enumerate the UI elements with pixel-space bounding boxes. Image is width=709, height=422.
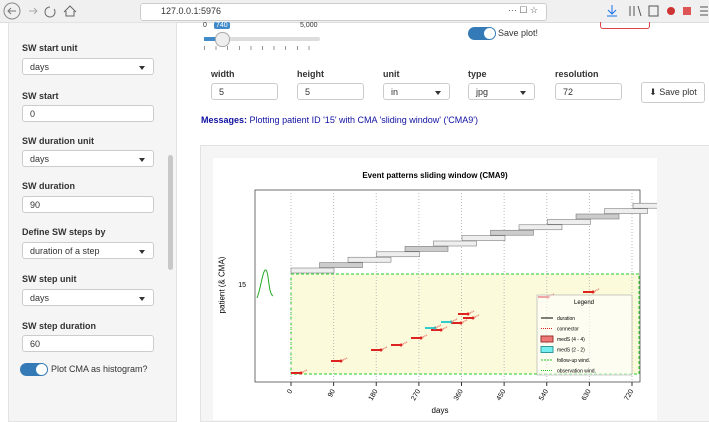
input[interactable]: 60 [22,335,154,352]
slider-ticks [204,46,320,50]
window-bar [319,262,363,268]
select[interactable]: jpg [468,83,535,100]
messages: Messages: Plotting patient ID '15' with … [201,115,478,125]
cma-curve [256,269,274,299]
forward[interactable] [29,7,38,15]
slider-min: 0 [203,22,207,29]
button-label: Save plot [659,87,697,97]
x-tick-label: 270 [410,388,422,402]
field-label: SW start unit [22,43,78,53]
select[interactable]: days [22,58,154,75]
input[interactable]: 0 [22,105,154,122]
toggle-label: Save plot! [498,28,539,38]
plot: Event patterns sliding window (CMA9) pat… [213,158,657,420]
toggle[interactable] [20,363,48,376]
save-button[interactable]: ⬇ Save plot [641,82,705,103]
reload[interactable] [44,6,56,18]
x-tick-label: 720 [623,388,635,402]
slider-handle[interactable] [215,32,230,47]
window-bar [461,235,506,241]
x-tick-label: 90 [327,388,337,398]
legend-swatch [540,346,554,353]
window-bar [404,246,449,252]
field-label: SW step duration [22,321,96,331]
checkbox-label: Plot CMA as histogram? [51,364,148,374]
select[interactable]: days [22,150,154,167]
back[interactable] [3,2,21,20]
x-tick-label: 360 [453,388,465,402]
slider-max: 5,000 [300,22,318,29]
x-tick-label: 0 [286,388,294,395]
x-tick-label: 630 [581,388,593,402]
x-tick-label: 540 [538,388,550,402]
home[interactable] [63,5,77,17]
field-label: width [211,69,235,79]
field-label: Define SW steps by [22,227,106,237]
legend-box [536,294,633,376]
x-tick-label: 180 [368,388,380,402]
messages-text: Plotting patient ID '15' with CMA 'slidi… [249,115,478,125]
field-label: unit [383,69,400,79]
window-bar [490,229,534,236]
window-bar [632,202,657,209]
window-bar [347,256,392,263]
legend-label: medS (2 - 2) [557,348,585,354]
slider-track [204,37,320,41]
field-label: SW step unit [22,274,77,284]
window-bar [604,208,648,214]
legend-label: connector [557,327,579,333]
legend-label: observation wind. [557,369,596,375]
field-label: height [297,69,324,79]
input[interactable]: 5 [211,83,278,100]
field-label: type [468,69,487,79]
slider-value: 740 [214,22,230,29]
legend-label: follow-up wind. [557,358,590,364]
select[interactable]: in [383,83,450,100]
messages-label: Messages: [201,115,248,125]
toggle[interactable] [468,27,496,40]
sidebar [8,22,177,422]
window-bar [575,213,620,220]
input[interactable]: 72 [555,83,622,100]
legend-title: Legend [574,300,594,306]
legend-label: duration [557,316,575,322]
field-label: SW duration unit [22,136,94,146]
window-bar [376,251,420,258]
legend-swatch [540,335,554,343]
nav-icons [3,2,77,20]
plot-title: Event patterns sliding window (CMA9) [362,171,508,180]
window-bar [518,224,563,231]
window-bar [547,219,591,225]
input[interactable]: 90 [22,196,154,213]
field-label: SW start [22,91,59,101]
select[interactable]: duration of a step [22,242,154,259]
plot-frame [254,189,641,383]
x-tick-label: 450 [496,388,508,402]
window-bar [290,267,335,274]
legend-label: medS (4 - 4) [557,337,585,343]
y-label: patient (& CMA) [218,256,227,313]
field-label: resolution [555,69,599,79]
url-bar[interactable]: 127.0.0.1:5976 ··· ☐ ☆ [140,3,547,21]
browser-icons [607,5,708,17]
field-label: SW duration [22,181,75,191]
select[interactable]: days [22,289,154,306]
page-actions: ··· ☐ ☆ [507,5,538,15]
url: 127.0.0.1:5976 [161,6,222,16]
cut-button[interactable] [600,22,650,29]
scrollbar[interactable] [168,155,173,270]
input[interactable]: 5 [297,83,364,100]
y-tick-label: 15 [238,282,246,289]
x-label: days [432,406,449,415]
window-bar [433,240,477,247]
